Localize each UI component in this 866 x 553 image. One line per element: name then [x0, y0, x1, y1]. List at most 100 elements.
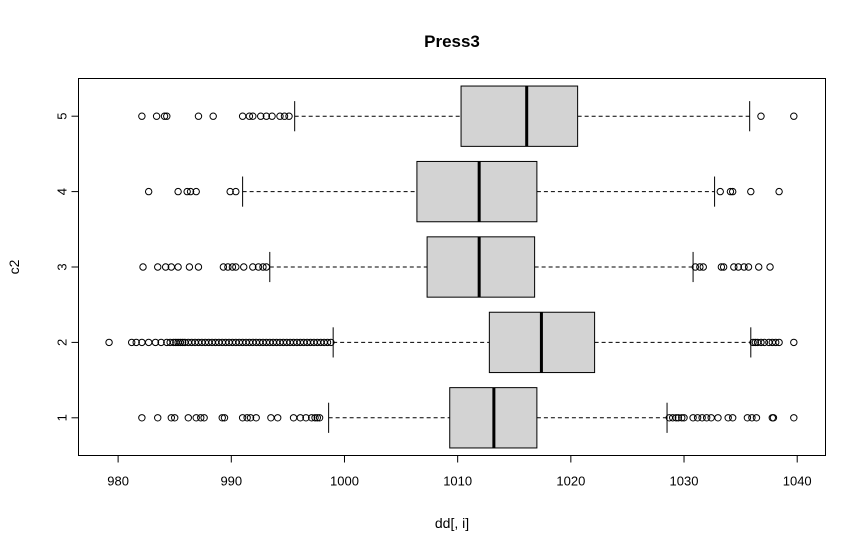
outlier-point [167, 414, 176, 422]
outlier-point [161, 263, 170, 271]
iqr-box [460, 85, 579, 147]
box-group-4 [144, 160, 783, 223]
outlier-point [790, 338, 798, 347]
outlier-point [157, 338, 165, 347]
outlier-point [760, 338, 769, 347]
outlier-point [719, 263, 728, 271]
outlier-point [751, 338, 760, 347]
outlier-point [749, 338, 757, 347]
outlier-point [228, 263, 237, 271]
iqr-box [426, 236, 536, 298]
outlier-point [327, 338, 335, 347]
outlier-point [775, 187, 783, 196]
box-group-3 [139, 236, 774, 298]
outlier-point [127, 338, 136, 347]
outlier-point [730, 263, 738, 271]
outlier-point [194, 263, 203, 271]
outlier-point [714, 414, 722, 422]
x-tick-label: 1040 [783, 474, 812, 489]
outlier-point [696, 263, 704, 271]
y-tick-label: 3 [55, 263, 70, 270]
outlier-point [245, 112, 254, 120]
outlier-point [183, 187, 191, 196]
outlier-point [680, 414, 688, 422]
outlier-point [254, 263, 263, 271]
y-tick-label: 2 [55, 339, 70, 346]
outlier-point [693, 414, 702, 422]
outlier-point [757, 112, 765, 120]
outlier-point [238, 414, 247, 422]
box-group-5 [138, 85, 798, 147]
outlier-point [772, 338, 780, 347]
outlier-point [185, 263, 194, 271]
outlier-point [197, 414, 205, 422]
outlier-point [726, 187, 735, 196]
outlier-point [240, 263, 248, 271]
outlier-point [775, 338, 783, 347]
outlier-point [743, 414, 752, 422]
outlier-point [259, 263, 267, 271]
outlier-point [151, 338, 160, 347]
outlier-point [224, 263, 232, 271]
outlier-point [790, 414, 798, 422]
boxes-layer [105, 85, 798, 449]
outlier-point [171, 414, 179, 422]
outlier-point [276, 112, 284, 120]
y-tick-label: 4 [55, 188, 70, 195]
outlier-point [698, 414, 706, 422]
outlier-point [232, 187, 240, 196]
outlier-point [154, 263, 162, 271]
outlier-point [669, 414, 677, 422]
box-group-1 [138, 387, 798, 449]
outlier-point [307, 414, 316, 422]
outlier-point [144, 187, 153, 196]
outlier-point [262, 263, 271, 271]
outlier-point [672, 414, 680, 422]
outlier-point [218, 414, 226, 422]
x-axis-label: dd[, i] [435, 515, 469, 531]
outlier-point [178, 338, 187, 347]
outlier-point [192, 187, 200, 196]
outlier-point [160, 112, 169, 120]
outlier-point [728, 414, 737, 422]
outlier-point [219, 263, 228, 271]
outlier-point [313, 414, 322, 422]
outlier-point [176, 338, 185, 347]
outlier-point [734, 263, 743, 271]
x-tick-label: 1020 [556, 474, 585, 489]
outlier-point [702, 414, 711, 422]
outlier-point [728, 187, 737, 196]
outlier-point [105, 338, 113, 347]
outlier-point [755, 263, 763, 271]
outlier-point [678, 414, 686, 422]
outlier-point [249, 112, 257, 120]
x-tick-label: 1010 [443, 474, 472, 489]
box-group-2 [105, 311, 798, 374]
y-tick-label: 1 [55, 414, 70, 421]
outlier-point [323, 338, 332, 347]
outlier-point [174, 263, 182, 271]
outlier-point [285, 112, 293, 120]
outlier-point [262, 112, 271, 120]
outlier-point [226, 187, 234, 196]
outlier-point [296, 414, 305, 422]
outlier-point [766, 263, 774, 271]
outlier-point [674, 414, 683, 422]
outlier-point [257, 112, 265, 120]
outlier-point [209, 112, 217, 120]
outlier-point [194, 112, 203, 120]
outlier-point [691, 263, 700, 271]
outlier-point [689, 414, 697, 422]
outlier-point [302, 414, 310, 422]
outlier-point [699, 263, 707, 271]
outlier-point [139, 263, 147, 271]
outlier-point [249, 263, 257, 271]
outlier-point [268, 112, 276, 120]
outlier-point [138, 112, 146, 120]
y-axis: 1 2 3 4 5 [55, 113, 79, 421]
outlier-point [152, 112, 161, 120]
chart-title: Press3 [424, 32, 480, 51]
outlier-point [184, 414, 192, 422]
outlier-point [744, 263, 753, 271]
